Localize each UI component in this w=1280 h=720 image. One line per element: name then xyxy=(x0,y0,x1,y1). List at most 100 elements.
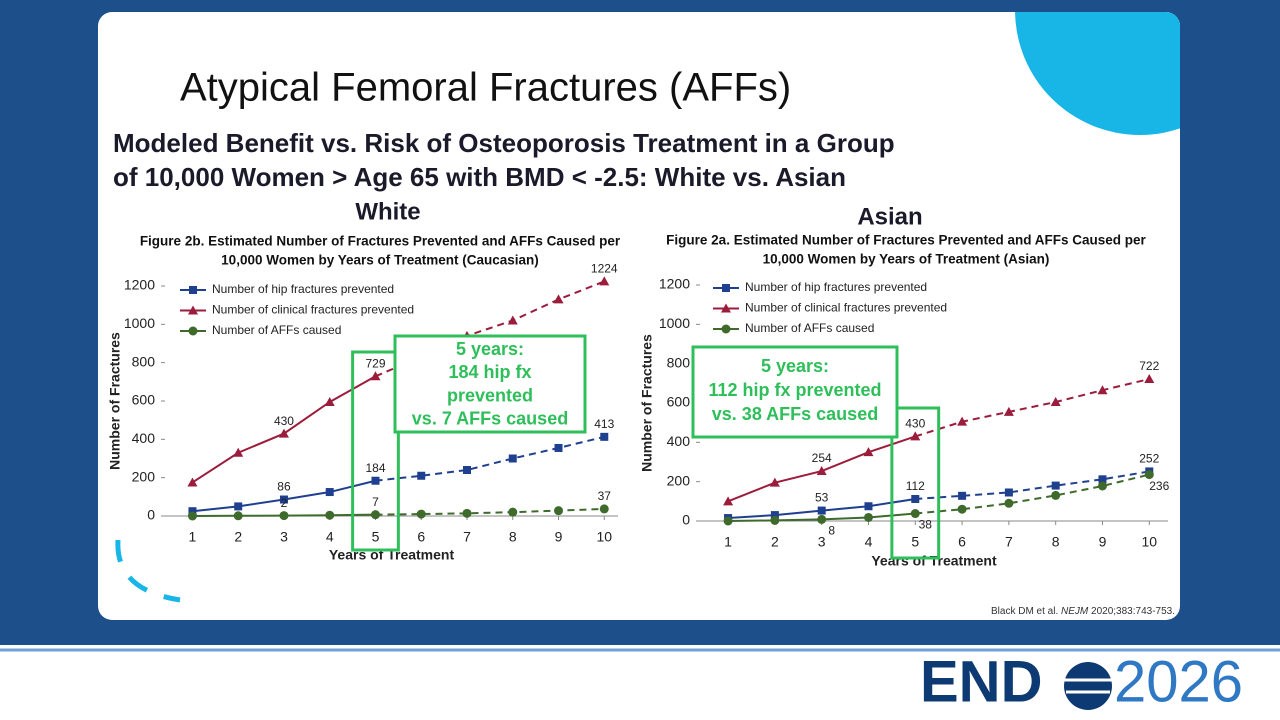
y-tick-label: 0 xyxy=(682,512,690,528)
point xyxy=(187,511,197,521)
annotation-text: prevented xyxy=(447,385,533,405)
chart-title: Figure 2b. Estimated Number of Fractures… xyxy=(140,234,621,249)
chart-heading: White xyxy=(355,198,420,225)
citation: Black DM et al. NEJM 2020;383:743-753. xyxy=(991,606,1175,617)
x-tick-label: 2 xyxy=(234,529,242,545)
legend-label: Number of clinical fractures prevented xyxy=(212,303,414,317)
series-line xyxy=(914,378,1150,438)
x-tick-label: 9 xyxy=(555,529,563,545)
y-axis-label: Number of Fractures xyxy=(107,332,123,470)
logo-text: END xyxy=(920,649,1042,714)
series-line xyxy=(915,473,1150,515)
annotation-text: 5 years: xyxy=(456,339,524,359)
point xyxy=(957,416,968,426)
point xyxy=(911,494,920,503)
chart-heading: Asian xyxy=(857,203,922,230)
citation-journal: NEJM xyxy=(1061,606,1089,617)
point xyxy=(1097,385,1108,395)
x-tick-label: 3 xyxy=(818,534,826,550)
y-axis-label: Number of Fractures xyxy=(639,334,655,472)
point xyxy=(1004,488,1013,497)
point xyxy=(1098,475,1107,484)
x-tick-label: 5 xyxy=(372,529,380,545)
y-tick-label: 0 xyxy=(147,507,155,523)
annotation-text: 5 years: xyxy=(761,356,829,376)
x-tick-label: 4 xyxy=(865,534,873,550)
x-tick-label: 10 xyxy=(596,529,612,545)
point xyxy=(958,491,967,500)
slide-subtitle: Modeled Benefit vs. Risk of Osteoporosis… xyxy=(113,128,895,158)
data-label: 86 xyxy=(277,480,291,494)
data-label: 8 xyxy=(828,524,835,538)
series-line xyxy=(375,507,605,516)
x-tick-label: 6 xyxy=(958,534,966,550)
point xyxy=(324,396,335,406)
point xyxy=(234,502,243,511)
point xyxy=(816,466,827,476)
point xyxy=(723,516,733,526)
data-label: 112 xyxy=(906,479,925,493)
data-label: 254 xyxy=(812,451,832,465)
point xyxy=(600,432,609,441)
data-label: 7 xyxy=(372,495,379,509)
data-label: 729 xyxy=(365,356,385,370)
point xyxy=(279,511,289,521)
point xyxy=(957,504,967,514)
point xyxy=(910,431,921,441)
point xyxy=(553,294,564,304)
point xyxy=(370,510,380,520)
data-label: 184 xyxy=(365,461,385,475)
y-tick-label: 600 xyxy=(667,394,691,410)
point xyxy=(769,477,780,487)
point xyxy=(554,443,563,452)
data-label: 53 xyxy=(815,491,829,505)
x-tick-label: 9 xyxy=(1099,534,1107,550)
x-tick-label: 1 xyxy=(724,534,732,550)
point xyxy=(817,514,827,524)
citation-text: 2020;383:743-753. xyxy=(1088,606,1175,617)
y-tick-label: 600 xyxy=(132,392,156,408)
slide-subtitle: of 10,000 Women > Age 65 with BMD < -2.5… xyxy=(113,162,846,192)
annotation-text: 184 hip fx xyxy=(448,362,531,382)
annotation-box xyxy=(691,345,899,439)
point xyxy=(1050,397,1061,407)
legend-label: Number of hip fractures prevented xyxy=(212,282,394,296)
y-tick-label: 1000 xyxy=(124,315,155,331)
legend-marker xyxy=(721,303,731,313)
annotation-text: vs. 7 AFFs caused xyxy=(412,409,568,429)
data-label: 236 xyxy=(1149,479,1169,493)
data-label: 2 xyxy=(281,496,288,510)
legend-label: Number of AFFs caused xyxy=(212,323,341,337)
logo-text: 2026 xyxy=(1114,649,1243,714)
y-tick-label: 1200 xyxy=(124,277,155,293)
point xyxy=(1051,490,1061,500)
annotation-box xyxy=(393,334,587,434)
point xyxy=(554,506,564,516)
y-tick-label: 1000 xyxy=(659,315,690,331)
chart-title: 10,000 Women by Years of Treatment (Cauc… xyxy=(221,253,539,268)
point xyxy=(863,512,873,522)
logo-globe xyxy=(1064,662,1112,710)
chart-title: 10,000 Women by Years of Treatment (Asia… xyxy=(763,252,1050,267)
point xyxy=(462,508,472,518)
annotation-text: 112 hip fx prevented xyxy=(708,380,881,400)
chart-title: Figure 2a. Estimated Number of Fractures… xyxy=(666,233,1146,248)
point xyxy=(1144,374,1155,384)
point xyxy=(508,507,518,517)
point xyxy=(817,506,826,515)
point xyxy=(416,509,426,519)
x-axis-label: Years of Treatment xyxy=(871,553,997,569)
data-label: 430 xyxy=(274,414,294,428)
y-tick-label: 800 xyxy=(667,354,691,370)
x-tick-label: 3 xyxy=(280,529,288,545)
point xyxy=(370,371,381,381)
data-label: 722 xyxy=(1139,359,1159,373)
point xyxy=(417,471,426,480)
point xyxy=(278,428,289,438)
point xyxy=(864,502,873,511)
highlight-box xyxy=(890,406,941,560)
point xyxy=(1051,481,1060,490)
point xyxy=(507,315,518,325)
data-label: 1224 xyxy=(591,262,618,276)
